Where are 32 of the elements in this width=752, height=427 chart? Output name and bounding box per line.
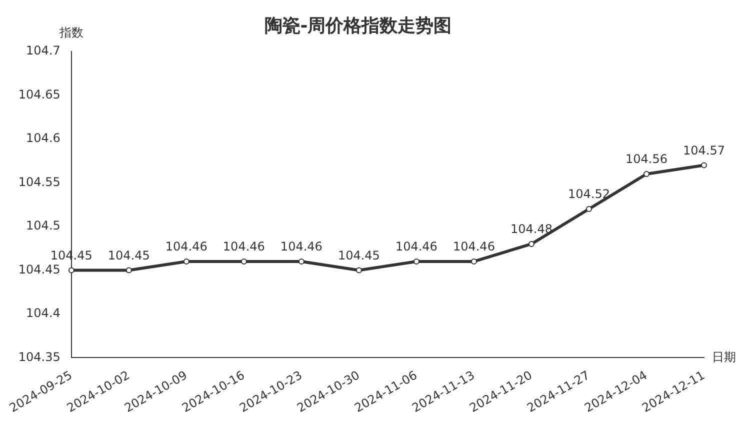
- x-axis-title: 日期: [712, 350, 736, 364]
- point: [240, 258, 247, 264]
- data-label: 104.45: [338, 248, 380, 262]
- data-label: 104.56: [625, 152, 668, 166]
- data-label: 104.46: [165, 240, 208, 254]
- point: [183, 258, 190, 264]
- chart-title: 陶瓷-周价格指数走势图: [264, 15, 452, 36]
- point: [643, 171, 650, 178]
- y-tick-label: 104.55: [18, 174, 60, 189]
- data-label: 104.46: [222, 240, 265, 254]
- y-tick-label: 104.5: [26, 218, 60, 233]
- data-label: 104.57: [683, 143, 725, 158]
- data-label: 104.48: [510, 222, 552, 236]
- y-tick-label: 104.45: [18, 262, 60, 276]
- data-label: 104.52: [568, 187, 610, 202]
- data-label: 104.46: [280, 240, 322, 254]
- point: [68, 267, 74, 274]
- point: [413, 258, 420, 264]
- point: [586, 206, 592, 212]
- data-label: 104.46: [395, 240, 438, 254]
- y-tick-label: 104.6: [26, 131, 60, 146]
- data-label: 104.46: [452, 240, 495, 254]
- point: [701, 162, 707, 168]
- point: [528, 240, 534, 247]
- y-tick-label: 104.65: [18, 87, 60, 102]
- y-tick-label: 104.7: [26, 44, 60, 58]
- y-tick-label: 104.35: [18, 350, 60, 364]
- point: [126, 267, 132, 274]
- y-tick-label: 104.4: [26, 306, 60, 320]
- point: [356, 267, 362, 274]
- data-label: 104.45: [108, 248, 150, 262]
- y-axis-title: 指数: [58, 26, 84, 40]
